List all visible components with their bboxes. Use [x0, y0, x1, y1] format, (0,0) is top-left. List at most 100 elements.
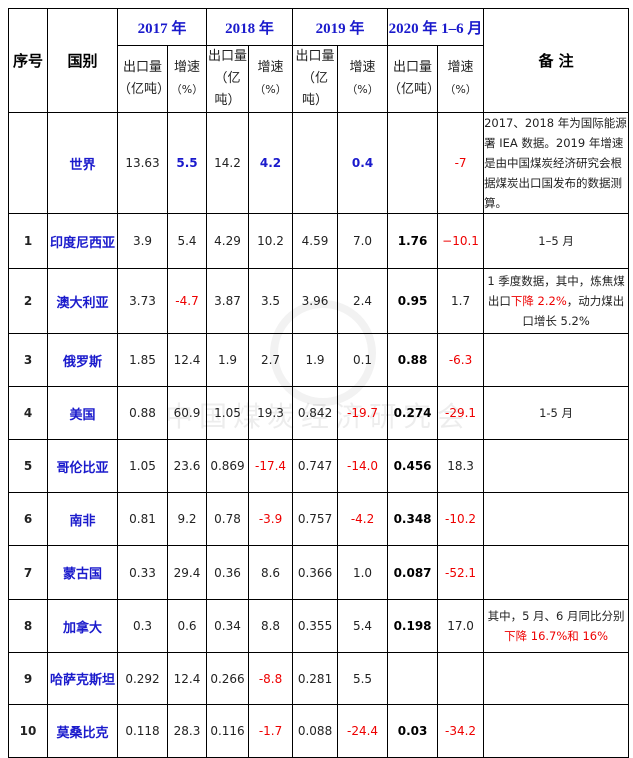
country-name: 印度尼西亚	[47, 213, 118, 269]
growth-value: -4.2	[337, 492, 389, 546]
export-value: 1.76	[387, 213, 439, 269]
row-index: 9	[8, 652, 48, 705]
row-index: 3	[8, 333, 48, 387]
remark-text: 1-5 月	[539, 406, 574, 420]
table-row: 世界 13.63 5.5 14.2 4.2 0.4 -7 2017、2018 年为国际能源署 …	[8, 112, 630, 214]
header-export: 出口量 （亿吨）	[292, 45, 339, 113]
export-value: 0.3	[117, 599, 168, 653]
export-value: 0.348	[387, 492, 439, 546]
growth-value: −10.1	[437, 213, 485, 269]
growth-value: 0.4	[337, 112, 389, 214]
export-value	[387, 652, 439, 705]
row-index: 4	[8, 386, 48, 440]
growth-value: -6.3	[437, 333, 485, 387]
row-index: 10	[8, 704, 48, 758]
remark: 其中，5 月、6 月同比分别下降 16.7%和 16%	[483, 599, 630, 653]
growth-value: -52.1	[437, 545, 485, 600]
table-row: 2 澳大利亚 3.73 -4.7 3.87 3.5 3.96 2.4 0.95 1.7 1 季度数据…	[8, 268, 630, 334]
growth-label: 增速	[349, 60, 376, 75]
country-name: 蒙古国	[47, 545, 118, 600]
header-remarks: 备 注	[483, 8, 630, 113]
export-value: 0.118	[117, 704, 168, 758]
growth-value: -1.7	[248, 704, 294, 758]
export-value: 4.59	[292, 213, 339, 269]
growth-label: 增速	[174, 60, 201, 75]
export-unit: （亿吨）	[388, 82, 441, 97]
remark-text: 下降 16.7%和 16%	[504, 629, 609, 643]
growth-value: 5.4	[166, 213, 208, 269]
export-value: 1.85	[117, 333, 168, 387]
header-growth: 增速 （%）	[248, 45, 294, 113]
header-year-2018: 2018 年	[206, 8, 294, 46]
export-value: 0.747	[292, 439, 339, 493]
export-value: 0.869	[206, 439, 250, 493]
header-export: 出口量 （亿吨）	[117, 45, 171, 113]
export-unit: （亿吨）	[214, 71, 241, 108]
growth-value: 12.4	[166, 333, 208, 387]
header-growth: 增速 （%）	[337, 45, 389, 113]
export-value: 0.456	[387, 439, 439, 493]
growth-value: -24.4	[337, 704, 389, 758]
row-index: 6	[8, 492, 48, 546]
export-value: 0.33	[117, 545, 168, 600]
country-name: 世界	[47, 112, 118, 214]
export-value: 0.281	[292, 652, 339, 705]
growth-value: -7	[437, 112, 485, 214]
table-row: 6 南非 0.81 9.2 0.78 -3.9 0.757 -4.2 0.348 -10.2	[8, 492, 630, 546]
export-value: 0.88	[387, 333, 439, 387]
export-value: 0.757	[292, 492, 339, 546]
growth-unit: （%）	[170, 83, 204, 96]
export-value: 0.266	[206, 652, 250, 705]
growth-value: 23.6	[166, 439, 208, 493]
row-index: 1	[8, 213, 48, 269]
export-unit: （亿吨）	[118, 82, 171, 97]
table-row: 4 美国 0.88 60.9 1.05 19.3 0.842 -19.7 0.274 -29.1 1…	[8, 386, 630, 440]
growth-value: 8.8	[248, 599, 294, 653]
growth-value: 5.5	[337, 652, 389, 705]
remark-text: 其中，5 月、6 月同比分别	[487, 609, 625, 623]
country-name: 澳大利亚	[47, 268, 118, 334]
growth-value: -14.0	[337, 439, 389, 493]
growth-label: 增速	[257, 60, 284, 75]
growth-label: 增速	[447, 60, 474, 75]
export-value: 14.2	[206, 112, 250, 214]
header-year-2019: 2019 年	[292, 8, 389, 46]
remark: 1-5 月	[483, 386, 630, 440]
growth-value: -34.2	[437, 704, 485, 758]
remark	[483, 545, 630, 600]
export-value: 4.29	[206, 213, 250, 269]
coal-export-table: 序号 国别 2017 年 2018 年 2019 年 2020 年 1–6 月 …	[8, 8, 630, 758]
row-index	[8, 112, 48, 214]
growth-value: 10.2	[248, 213, 294, 269]
remark	[483, 492, 630, 546]
growth-value: 17.0	[437, 599, 485, 653]
growth-value: 18.3	[437, 439, 485, 493]
export-value: 0.198	[387, 599, 439, 653]
table-row: 1 印度尼西亚 3.9 5.4 4.29 10.2 4.59 7.0 1.76 −10.1 1–5 …	[8, 213, 630, 269]
remark-text: 1 季度数据，其中，炼焦煤出口	[487, 274, 625, 308]
export-value: 0.34	[206, 599, 250, 653]
growth-value: 0.1	[337, 333, 389, 387]
export-value: 0.842	[292, 386, 339, 440]
growth-value: 1.7	[437, 268, 485, 334]
remark-text: 下降 2.2%	[510, 294, 567, 308]
remark	[483, 704, 630, 758]
export-value: 0.03	[387, 704, 439, 758]
growth-value: -4.7	[166, 268, 208, 334]
row-index: 2	[8, 268, 48, 334]
remark-text: 2017、2018 年为国际能源署 IEA 数据。2019 年增速是由中国煤炭经…	[484, 116, 627, 210]
export-value: 0.088	[292, 704, 339, 758]
export-value	[387, 112, 439, 214]
row-index: 5	[8, 439, 48, 493]
growth-value: 1.0	[337, 545, 389, 600]
growth-value: -17.4	[248, 439, 294, 493]
export-value: 0.81	[117, 492, 168, 546]
remark: 1–5 月	[483, 213, 630, 269]
growth-value: 5.5	[166, 112, 208, 214]
growth-value: 19.3	[248, 386, 294, 440]
export-value: 13.63	[117, 112, 168, 214]
growth-unit: （%）	[444, 83, 477, 96]
country-name: 美国	[47, 386, 118, 440]
growth-value: 8.6	[248, 545, 294, 600]
export-value: 0.36	[206, 545, 250, 600]
